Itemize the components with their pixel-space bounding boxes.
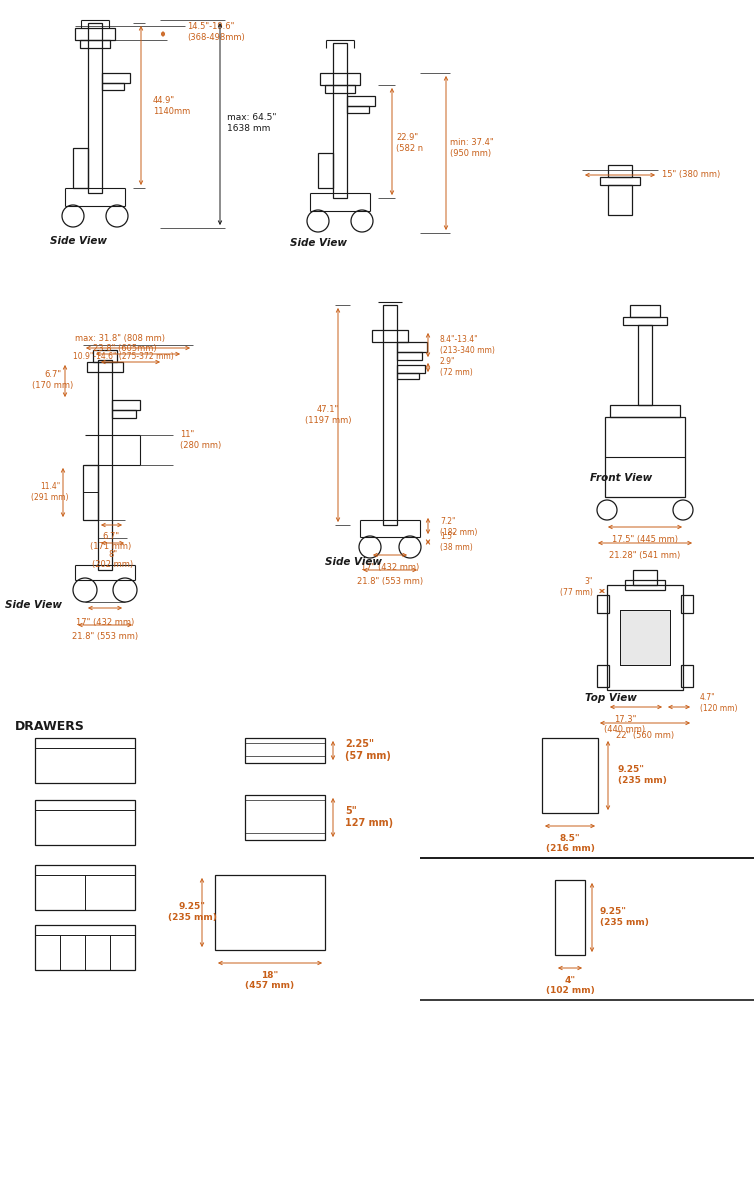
Bar	[607, 585, 683, 690]
Bar	[555, 880, 585, 956]
Bar	[372, 331, 408, 343]
Text: DRAWERS: DRAWERS	[15, 720, 85, 733]
Text: 23.8" (605mm): 23.8" (605mm)	[93, 344, 157, 353]
Bar	[87, 362, 123, 371]
Text: 9.25"
(235 mm): 9.25" (235 mm)	[600, 908, 649, 927]
Bar	[397, 352, 422, 361]
Text: 5"
127 mm): 5" 127 mm)	[345, 807, 393, 828]
Text: 2.25"
(57 mm): 2.25" (57 mm)	[345, 739, 391, 761]
Bar	[597, 665, 609, 688]
Text: max: 64.5"
1638 mm: max: 64.5" 1638 mm	[227, 113, 277, 132]
Bar	[75, 28, 115, 40]
Text: 6.7"
(171 mm): 6.7" (171 mm)	[90, 532, 132, 552]
Bar	[608, 165, 632, 177]
Bar	[325, 85, 355, 93]
Text: 4"
(102 mm): 4" (102 mm)	[546, 976, 594, 995]
Text: 9.25"
(235 mm): 9.25" (235 mm)	[167, 903, 216, 922]
Text: 21.28" (541 mm): 21.28" (541 mm)	[609, 551, 681, 560]
Bar	[610, 405, 680, 417]
Bar	[681, 665, 693, 688]
Bar	[383, 305, 397, 525]
Text: 15" (380 mm): 15" (380 mm)	[662, 171, 720, 179]
Bar	[320, 73, 360, 85]
Bar	[83, 465, 98, 520]
Text: 3"
(77 mm): 3" (77 mm)	[560, 577, 593, 596]
Bar	[397, 343, 427, 352]
Text: 4.7"
(120 mm): 4.7" (120 mm)	[700, 694, 737, 713]
Text: 21.8" (553 mm): 21.8" (553 mm)	[357, 577, 423, 587]
Bar	[245, 795, 325, 840]
Text: Front View: Front View	[590, 474, 652, 483]
Text: 10.9"-14.6" (275-372 mm): 10.9"-14.6" (275-372 mm)	[72, 352, 173, 361]
Bar	[605, 417, 685, 496]
Bar	[112, 410, 136, 418]
Bar	[73, 148, 88, 188]
Bar	[620, 609, 670, 665]
Bar	[35, 926, 135, 970]
Bar	[600, 177, 640, 185]
Text: 8.4"-13.4"
(213-340 mm): 8.4"-13.4" (213-340 mm)	[440, 335, 495, 355]
Text: 44.9"
1140mm: 44.9" 1140mm	[153, 96, 190, 115]
Text: 47.1"
(1197 mm): 47.1" (1197 mm)	[305, 405, 351, 424]
Text: 1.5"
(38 mm): 1.5" (38 mm)	[440, 532, 473, 552]
Bar	[633, 570, 657, 585]
Bar	[80, 40, 110, 48]
Text: 14.5"-19.6"
(368-498mm): 14.5"-19.6" (368-498mm)	[187, 23, 245, 42]
Bar	[35, 801, 135, 845]
Bar	[638, 325, 652, 405]
Bar	[35, 865, 135, 910]
Bar	[397, 365, 425, 373]
Bar	[102, 83, 124, 90]
Text: max: 31.8" (808 mm): max: 31.8" (808 mm)	[75, 333, 165, 343]
Bar	[347, 96, 375, 106]
Bar	[625, 581, 665, 590]
Bar	[93, 350, 117, 362]
Text: 17" (432 mm): 17" (432 mm)	[361, 563, 419, 572]
Bar	[608, 185, 632, 215]
Bar	[333, 43, 347, 198]
Text: 7.2"
(182 mm): 7.2" (182 mm)	[440, 517, 477, 537]
Text: 17" (432 mm): 17" (432 mm)	[76, 618, 134, 627]
Text: 11.4"
(291 mm): 11.4" (291 mm)	[31, 482, 69, 501]
Bar	[397, 373, 419, 379]
Text: 9.25"
(235 mm): 9.25" (235 mm)	[618, 766, 667, 785]
Text: 11"
(280 mm): 11" (280 mm)	[180, 430, 221, 450]
Text: 2.9"
(72 mm): 2.9" (72 mm)	[440, 357, 473, 376]
Bar	[623, 317, 667, 325]
Text: Side View: Side View	[325, 557, 382, 567]
Bar	[347, 106, 369, 113]
Text: 17.5" (445 mm): 17.5" (445 mm)	[612, 535, 678, 545]
Text: 22" (560 mm): 22" (560 mm)	[616, 731, 674, 740]
Bar	[542, 738, 598, 813]
Text: 8.5"
(216 mm): 8.5" (216 mm)	[546, 834, 594, 853]
Bar	[620, 609, 670, 665]
Bar	[681, 595, 693, 613]
Text: Side View: Side View	[5, 600, 62, 609]
Bar	[112, 400, 140, 410]
Text: Side View: Side View	[290, 238, 347, 248]
Text: Side View: Side View	[50, 236, 107, 246]
Bar	[318, 153, 333, 188]
Bar	[102, 73, 130, 83]
Text: min: 37.4"
(950 mm): min: 37.4" (950 mm)	[450, 138, 494, 157]
Text: 22.9"
(582 n: 22.9" (582 n	[396, 133, 423, 153]
Bar	[215, 875, 325, 950]
Text: 17.3"
(440 mm): 17.3" (440 mm)	[605, 715, 645, 734]
Text: 18"
(457 mm): 18" (457 mm)	[246, 971, 295, 990]
Bar	[630, 305, 660, 317]
Bar	[245, 738, 325, 763]
Bar	[88, 23, 102, 194]
Bar	[35, 738, 135, 783]
Text: 8"
(202 mm): 8" (202 mm)	[93, 551, 133, 570]
Text: Top View: Top View	[585, 694, 637, 703]
Text: 21.8" (553 mm): 21.8" (553 mm)	[72, 632, 138, 641]
Bar	[597, 595, 609, 613]
Bar	[98, 361, 112, 570]
Text: 6.7"
(170 mm): 6.7" (170 mm)	[32, 370, 74, 389]
